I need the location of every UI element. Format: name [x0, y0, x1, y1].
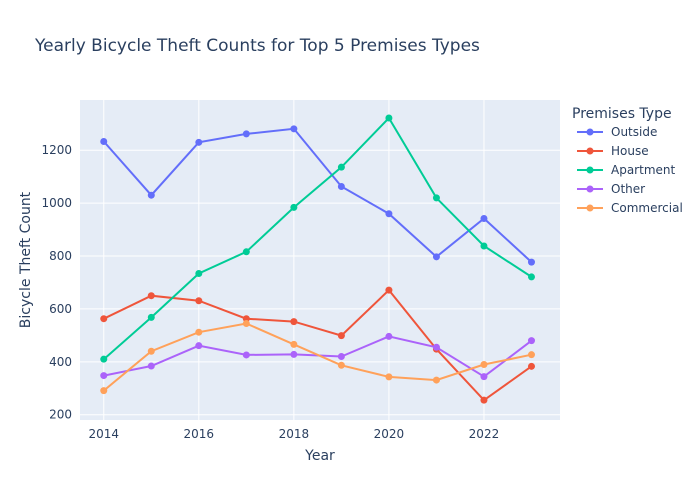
- data-point-other[interactable]: [147, 362, 155, 370]
- x-axis-title: Year: [304, 448, 335, 464]
- data-point-outside[interactable]: [527, 258, 535, 266]
- legend-label: Commercial: [611, 201, 683, 215]
- data-point-outside[interactable]: [290, 125, 298, 133]
- data-point-apartment[interactable]: [385, 114, 393, 122]
- legend-item-other[interactable]: Other: [577, 182, 645, 196]
- data-point-commercial[interactable]: [385, 373, 393, 381]
- data-point-other[interactable]: [527, 337, 535, 345]
- x-tick-label: 2016: [184, 427, 215, 441]
- data-point-house[interactable]: [480, 396, 488, 404]
- legend-label: Apartment: [611, 163, 675, 177]
- data-point-apartment[interactable]: [100, 355, 108, 363]
- data-point-apartment[interactable]: [147, 313, 155, 321]
- series-line-house: [103, 288, 533, 402]
- data-point-other[interactable]: [242, 351, 250, 359]
- y-tick-label: 800: [49, 249, 72, 263]
- y-tick-label: 1200: [41, 143, 72, 157]
- y-axis-ticks: 200 400 600 800 1000 1200: [41, 143, 72, 421]
- data-point-house[interactable]: [195, 297, 203, 305]
- data-point-other[interactable]: [195, 342, 203, 350]
- series-house: [100, 286, 535, 404]
- legend-label: Outside: [611, 125, 657, 139]
- legend-item-outside[interactable]: Outside: [577, 125, 657, 139]
- data-point-other[interactable]: [432, 343, 440, 351]
- data-point-outside[interactable]: [337, 182, 345, 190]
- y-tick-label: 1000: [41, 196, 72, 210]
- data-point-house[interactable]: [147, 292, 155, 300]
- data-point-apartment[interactable]: [527, 273, 535, 281]
- data-point-house[interactable]: [100, 315, 108, 323]
- y-tick-label: 400: [49, 355, 72, 369]
- y-tick-label: 600: [49, 302, 72, 316]
- series-commercial: [100, 319, 535, 395]
- data-point-outside[interactable]: [432, 253, 440, 261]
- y-tick-label: 200: [49, 408, 72, 422]
- x-tick-label: 2022: [469, 427, 500, 441]
- series-line-outside: [103, 127, 533, 263]
- y-axis-title: Bicycle Theft Count: [18, 191, 34, 328]
- legend-swatch-marker: [586, 204, 594, 212]
- legend-item-house[interactable]: House: [577, 144, 649, 158]
- data-point-house[interactable]: [527, 362, 535, 370]
- data-point-commercial[interactable]: [147, 347, 155, 355]
- data-point-house[interactable]: [290, 318, 298, 326]
- series-layer: [100, 114, 535, 404]
- x-tick-label: 2014: [88, 427, 119, 441]
- data-point-other[interactable]: [337, 353, 345, 361]
- data-point-other[interactable]: [385, 332, 393, 340]
- legend-swatch-marker: [586, 147, 594, 155]
- data-point-other[interactable]: [480, 373, 488, 381]
- data-point-outside[interactable]: [147, 191, 155, 199]
- data-point-apartment[interactable]: [480, 242, 488, 250]
- legend-item-commercial[interactable]: Commercial: [577, 201, 683, 215]
- data-point-house[interactable]: [337, 332, 345, 340]
- legend-label: House: [611, 144, 649, 158]
- data-point-apartment[interactable]: [432, 194, 440, 202]
- data-point-outside[interactable]: [480, 214, 488, 222]
- data-point-apartment[interactable]: [195, 269, 203, 277]
- plot-area: [80, 100, 560, 420]
- data-point-house[interactable]: [385, 286, 393, 294]
- data-point-commercial[interactable]: [337, 361, 345, 369]
- legend-title: Premises Type: [572, 106, 672, 122]
- data-point-commercial[interactable]: [195, 328, 203, 336]
- data-point-other[interactable]: [100, 372, 108, 380]
- legend-swatch-marker: [586, 166, 594, 174]
- x-tick-label: 2020: [374, 427, 405, 441]
- data-point-outside[interactable]: [242, 130, 250, 138]
- legend-item-apartment[interactable]: Apartment: [577, 163, 675, 177]
- data-point-outside[interactable]: [100, 138, 108, 146]
- data-point-commercial[interactable]: [432, 376, 440, 384]
- data-point-other[interactable]: [290, 350, 298, 358]
- series-apartment: [100, 114, 535, 363]
- legend-label: Other: [611, 182, 645, 196]
- data-point-commercial[interactable]: [480, 360, 488, 368]
- data-point-apartment[interactable]: [290, 203, 298, 211]
- legend-swatch-marker: [586, 128, 594, 136]
- data-point-commercial[interactable]: [527, 351, 535, 359]
- series-line-commercial: [103, 322, 532, 392]
- data-point-outside[interactable]: [385, 210, 393, 218]
- series-line-apartment: [103, 116, 533, 360]
- legend[interactable]: Premises Type Outside House Apartment Other…: [572, 106, 683, 215]
- series-outside: [100, 125, 535, 266]
- data-point-commercial[interactable]: [242, 319, 250, 327]
- legend-swatch-marker: [586, 185, 594, 193]
- data-point-commercial[interactable]: [100, 387, 108, 395]
- chart-title: Yearly Bicycle Theft Counts for Top 5 Pr…: [34, 36, 480, 56]
- data-point-apartment[interactable]: [337, 163, 345, 171]
- data-point-apartment[interactable]: [242, 248, 250, 256]
- x-axis-ticks: 2014 2016 2018 2020 2022: [88, 427, 499, 441]
- x-tick-label: 2018: [279, 427, 310, 441]
- data-point-outside[interactable]: [195, 138, 203, 146]
- data-point-commercial[interactable]: [290, 340, 298, 348]
